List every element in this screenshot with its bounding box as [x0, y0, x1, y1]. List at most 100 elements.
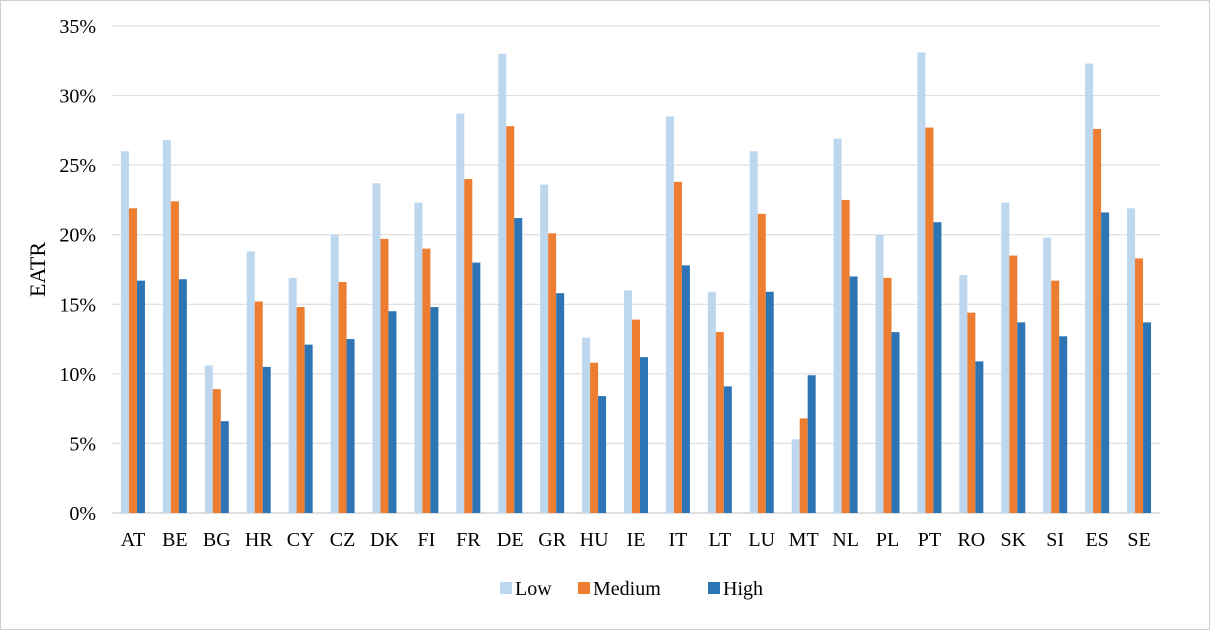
- x-category-label: NL: [832, 529, 859, 551]
- legend-swatch-high: [708, 582, 720, 594]
- legend-label-high: High: [723, 578, 763, 600]
- x-category-label: FR: [456, 529, 481, 551]
- bar-low-pl: [875, 234, 884, 513]
- x-category-label: DE: [497, 529, 524, 551]
- legend-label-low: Low: [515, 578, 552, 600]
- bar-low-mt: [791, 439, 800, 513]
- bar-low-se: [1127, 208, 1136, 513]
- bar-medium-cy: [296, 307, 305, 513]
- bar-low-nl: [833, 138, 842, 513]
- bar-medium-de: [506, 126, 515, 513]
- bar-medium-es: [1093, 128, 1102, 514]
- bar-high-bg: [220, 421, 229, 513]
- x-category-label: FI: [418, 529, 436, 551]
- bar-medium-si: [1051, 280, 1060, 513]
- bar-medium-ie: [632, 319, 640, 513]
- y-tick-label: 25%: [59, 155, 96, 177]
- y-tick-label: 10%: [59, 364, 96, 386]
- bar-medium-mt: [799, 418, 808, 513]
- bar-medium-fi: [422, 248, 431, 513]
- bar-high-gr: [556, 293, 565, 513]
- bars: [120, 52, 1152, 514]
- x-category-label: PL: [876, 529, 899, 551]
- bar-high-lt: [723, 386, 732, 513]
- bar-low-be: [162, 140, 171, 513]
- bar-high-ro: [975, 361, 984, 513]
- y-tick-label: 0%: [69, 503, 96, 525]
- x-category-label: LT: [709, 529, 732, 551]
- bar-low-fi: [414, 202, 423, 513]
- bar-low-es: [1085, 63, 1094, 513]
- bar-low-at: [120, 151, 129, 513]
- bar-high-es: [1101, 212, 1110, 514]
- bar-high-de: [514, 218, 523, 513]
- x-category-label: IT: [668, 529, 687, 551]
- bar-low-dk: [372, 183, 381, 513]
- bar-high-mt: [807, 375, 816, 513]
- bar-high-cz: [346, 339, 355, 513]
- x-category-label: RO: [957, 529, 985, 551]
- x-category-label: DK: [370, 529, 399, 551]
- x-category-label: CZ: [330, 529, 356, 551]
- bar-medium-dk: [380, 238, 389, 514]
- bar-high-pt: [933, 222, 942, 514]
- bar-high-fr: [472, 262, 481, 513]
- x-category-label: CY: [287, 529, 315, 551]
- bar-low-it: [665, 116, 674, 513]
- bar-medium-at: [128, 208, 137, 513]
- bar-medium-pl: [883, 277, 892, 513]
- bar-low-hr: [246, 251, 255, 513]
- bar-high-lu: [765, 291, 774, 513]
- x-category-label: PT: [918, 529, 941, 551]
- bar-medium-fr: [464, 179, 473, 514]
- legend-label-medium: Medium: [593, 578, 661, 600]
- x-category-label: HU: [580, 529, 609, 551]
- x-category-label: AT: [121, 529, 145, 551]
- bar-high-dk: [388, 311, 397, 513]
- legend: Low Medium High: [500, 578, 763, 600]
- bar-low-lt: [707, 291, 716, 513]
- x-category-label: LU: [748, 529, 775, 551]
- bar-low-ro: [959, 275, 968, 513]
- bar-high-cy: [304, 344, 313, 513]
- bar-high-at: [136, 280, 145, 513]
- y-tick-label: 35%: [59, 16, 96, 38]
- y-axis-title: EATR: [25, 242, 50, 297]
- bar-medium-sk: [1009, 255, 1018, 514]
- bar-high-se: [1143, 322, 1152, 513]
- bar-high-fi: [430, 307, 439, 513]
- y-tick-label: 30%: [59, 86, 96, 108]
- bar-low-bg: [204, 365, 213, 513]
- y-tick-label: 20%: [59, 225, 96, 247]
- bar-high-si: [1059, 336, 1068, 513]
- x-category-label: SK: [1000, 529, 1026, 551]
- y-tick-label: 15%: [59, 294, 96, 316]
- bar-medium-hu: [590, 362, 599, 513]
- bar-medium-nl: [841, 199, 850, 513]
- bar-low-fr: [456, 113, 465, 513]
- bar-high-hu: [598, 396, 607, 513]
- x-category-label: SE: [1127, 529, 1150, 551]
- bar-high-sk: [1017, 322, 1026, 513]
- bar-medium-it: [673, 181, 682, 513]
- bar-low-ie: [624, 290, 632, 513]
- legend-swatch-low: [500, 582, 512, 594]
- bar-high-ie: [640, 357, 648, 513]
- y-axis-ticks: 0% 5% 10% 15% 20% 25% 30% 35%: [59, 16, 96, 525]
- bar-medium-ro: [967, 312, 976, 513]
- bar-low-lu: [749, 151, 758, 513]
- x-category-label: BE: [162, 529, 188, 551]
- bar-low-gr: [540, 184, 549, 513]
- x-category-label: IE: [627, 529, 646, 551]
- bar-high-be: [178, 279, 187, 513]
- y-tick-label: 5%: [69, 433, 96, 455]
- bar-medium-bg: [212, 389, 221, 513]
- legend-swatch-medium: [578, 582, 590, 594]
- bar-low-pt: [917, 52, 926, 514]
- x-category-label: MT: [789, 529, 819, 551]
- bar-medium-lu: [757, 213, 766, 514]
- x-category-label: GR: [538, 529, 566, 551]
- bar-low-de: [498, 53, 507, 513]
